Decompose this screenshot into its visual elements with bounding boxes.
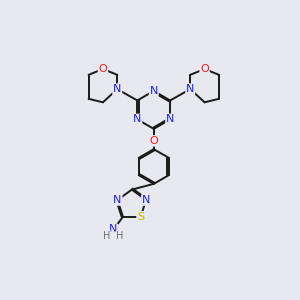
Text: N: N <box>166 114 174 124</box>
Text: N: N <box>150 86 158 96</box>
Text: N: N <box>142 195 150 205</box>
Text: O: O <box>200 64 209 74</box>
Text: O: O <box>149 136 158 146</box>
Text: H: H <box>103 231 110 241</box>
Text: O: O <box>99 64 107 74</box>
Text: S: S <box>137 212 144 222</box>
Text: N: N <box>133 114 142 124</box>
Text: N: N <box>113 195 122 205</box>
Text: H: H <box>116 231 123 242</box>
Text: N: N <box>113 84 122 94</box>
Text: N: N <box>186 84 194 94</box>
Text: N: N <box>109 224 118 235</box>
